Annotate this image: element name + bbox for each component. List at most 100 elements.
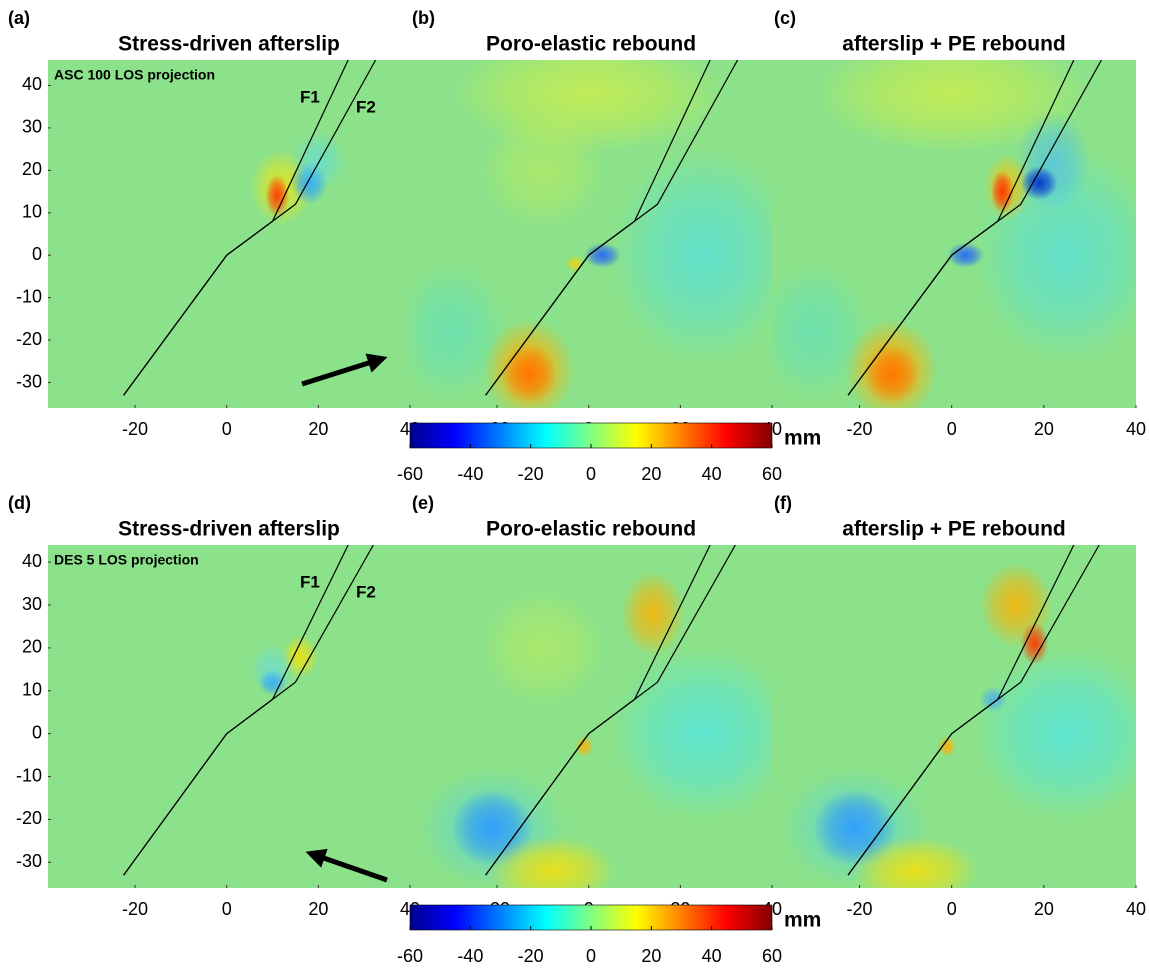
x-tick-label: 20 <box>1034 899 1054 919</box>
colorbar-unit: mm <box>784 909 821 932</box>
y-tick-label: 20 <box>22 159 42 179</box>
field-anomaly <box>501 344 557 404</box>
fault-trace <box>847 60 1102 396</box>
field-anomaly <box>249 643 296 696</box>
map-panel <box>410 545 772 888</box>
x-tick-label: 40 <box>1126 419 1146 439</box>
y-tick-label: 30 <box>22 117 42 137</box>
field-anomaly <box>478 110 608 230</box>
colorbar-tick-label: 40 <box>702 946 722 966</box>
fault-label: F1 <box>300 572 320 591</box>
fault-label: F1 <box>300 87 320 106</box>
colorbar-tick-label: 0 <box>586 464 596 484</box>
field-anomaly <box>974 647 1136 820</box>
field-anomaly <box>478 587 608 708</box>
y-tick-label: 0 <box>32 244 42 264</box>
colorbar-tick-label: -20 <box>518 464 544 484</box>
map-panel <box>772 545 1136 888</box>
projection-label: ASC 100 LOS projection <box>54 67 215 83</box>
x-tick-label: -20 <box>122 419 148 439</box>
x-tick-label: 0 <box>947 899 957 919</box>
field-anomaly <box>990 170 1014 213</box>
colorbar <box>409 904 773 931</box>
field-anomaly <box>611 647 772 820</box>
field-background <box>48 60 410 408</box>
x-tick-label: -20 <box>122 899 148 919</box>
x-tick-label: 40 <box>1126 899 1146 919</box>
panel-label: (a) <box>8 8 30 28</box>
x-tick-label: 20 <box>308 899 328 919</box>
colorbar-tick-label: 20 <box>641 464 661 484</box>
panel-label: (d) <box>8 493 31 513</box>
look-arrow <box>305 848 388 883</box>
panel-label: (b) <box>412 8 435 28</box>
x-tick-label: -20 <box>847 899 873 919</box>
y-tick-label: -30 <box>16 851 42 871</box>
field-background <box>48 545 410 888</box>
panel-label: (e) <box>412 493 434 513</box>
y-tick-label: -10 <box>16 765 42 785</box>
field-anomaly <box>487 836 617 888</box>
y-tick-label: 40 <box>22 74 42 94</box>
colorbar-tick-label: 60 <box>762 464 782 484</box>
projection-label: DES 5 LOS projection <box>54 552 199 568</box>
field-anomaly <box>574 735 594 758</box>
colorbar-tick-label: -60 <box>397 946 423 966</box>
colorbar-tick-label: -40 <box>457 946 483 966</box>
field-anomaly <box>1020 166 1058 201</box>
x-tick-label: 20 <box>308 419 328 439</box>
field-anomaly <box>611 149 772 362</box>
colorbar-tick-label: 60 <box>762 946 782 966</box>
field-anomaly <box>850 836 980 888</box>
panel-title: Poro-elastic rebound <box>486 33 696 56</box>
colorbar-tick-label: -20 <box>518 946 544 966</box>
colorbar-unit: mm <box>784 427 821 450</box>
y-tick-label: -30 <box>16 371 42 391</box>
fault-label: F2 <box>356 97 376 116</box>
field-anomaly <box>620 570 685 657</box>
y-tick-label: 10 <box>22 680 42 700</box>
panel-title: Stress-driven afterslip <box>118 33 340 56</box>
colorbar-tick-label: 40 <box>702 464 722 484</box>
fault-trace <box>485 545 736 876</box>
map-panel <box>410 60 772 408</box>
map-panel <box>48 545 410 888</box>
y-tick-label: 10 <box>22 202 42 222</box>
x-tick-label: 0 <box>947 419 957 439</box>
field-anomaly <box>864 344 920 404</box>
field-anomaly <box>1020 622 1049 666</box>
panel-title: afterslip + PE rebound <box>842 518 1065 541</box>
field-anomaly <box>584 242 621 268</box>
colorbar-tick-label: 0 <box>586 946 596 966</box>
field-anomaly <box>813 60 1090 154</box>
y-tick-label: -10 <box>16 286 42 306</box>
panel-label: (f) <box>774 493 792 513</box>
look-arrow <box>301 353 388 387</box>
field-anomaly <box>947 242 984 268</box>
y-tick-label: -20 <box>16 808 42 828</box>
field-anomaly <box>410 263 507 400</box>
fault-trace <box>485 60 739 396</box>
fault-trace <box>123 545 374 876</box>
y-tick-label: 0 <box>32 722 42 742</box>
panel-title: Stress-driven afterslip <box>118 518 340 541</box>
colorbar-tick-label: -40 <box>457 464 483 484</box>
x-tick-label: -20 <box>847 419 873 439</box>
map-panel <box>772 60 1136 408</box>
field-anomaly <box>565 255 585 273</box>
fault-trace <box>123 60 377 396</box>
field-anomaly <box>979 686 1007 713</box>
y-tick-label: 20 <box>22 637 42 657</box>
fault-label: F2 <box>356 582 376 601</box>
x-tick-label: 20 <box>1034 419 1054 439</box>
x-tick-label: 0 <box>222 419 232 439</box>
field-anomaly <box>772 263 869 400</box>
y-tick-label: -20 <box>16 329 42 349</box>
x-tick-label: 0 <box>222 899 232 919</box>
field-anomaly <box>265 174 290 218</box>
panel-title: afterslip + PE rebound <box>842 33 1065 56</box>
field-anomaly <box>937 735 957 758</box>
fault-trace <box>847 545 1100 876</box>
panel-title: Poro-elastic rebound <box>486 518 696 541</box>
